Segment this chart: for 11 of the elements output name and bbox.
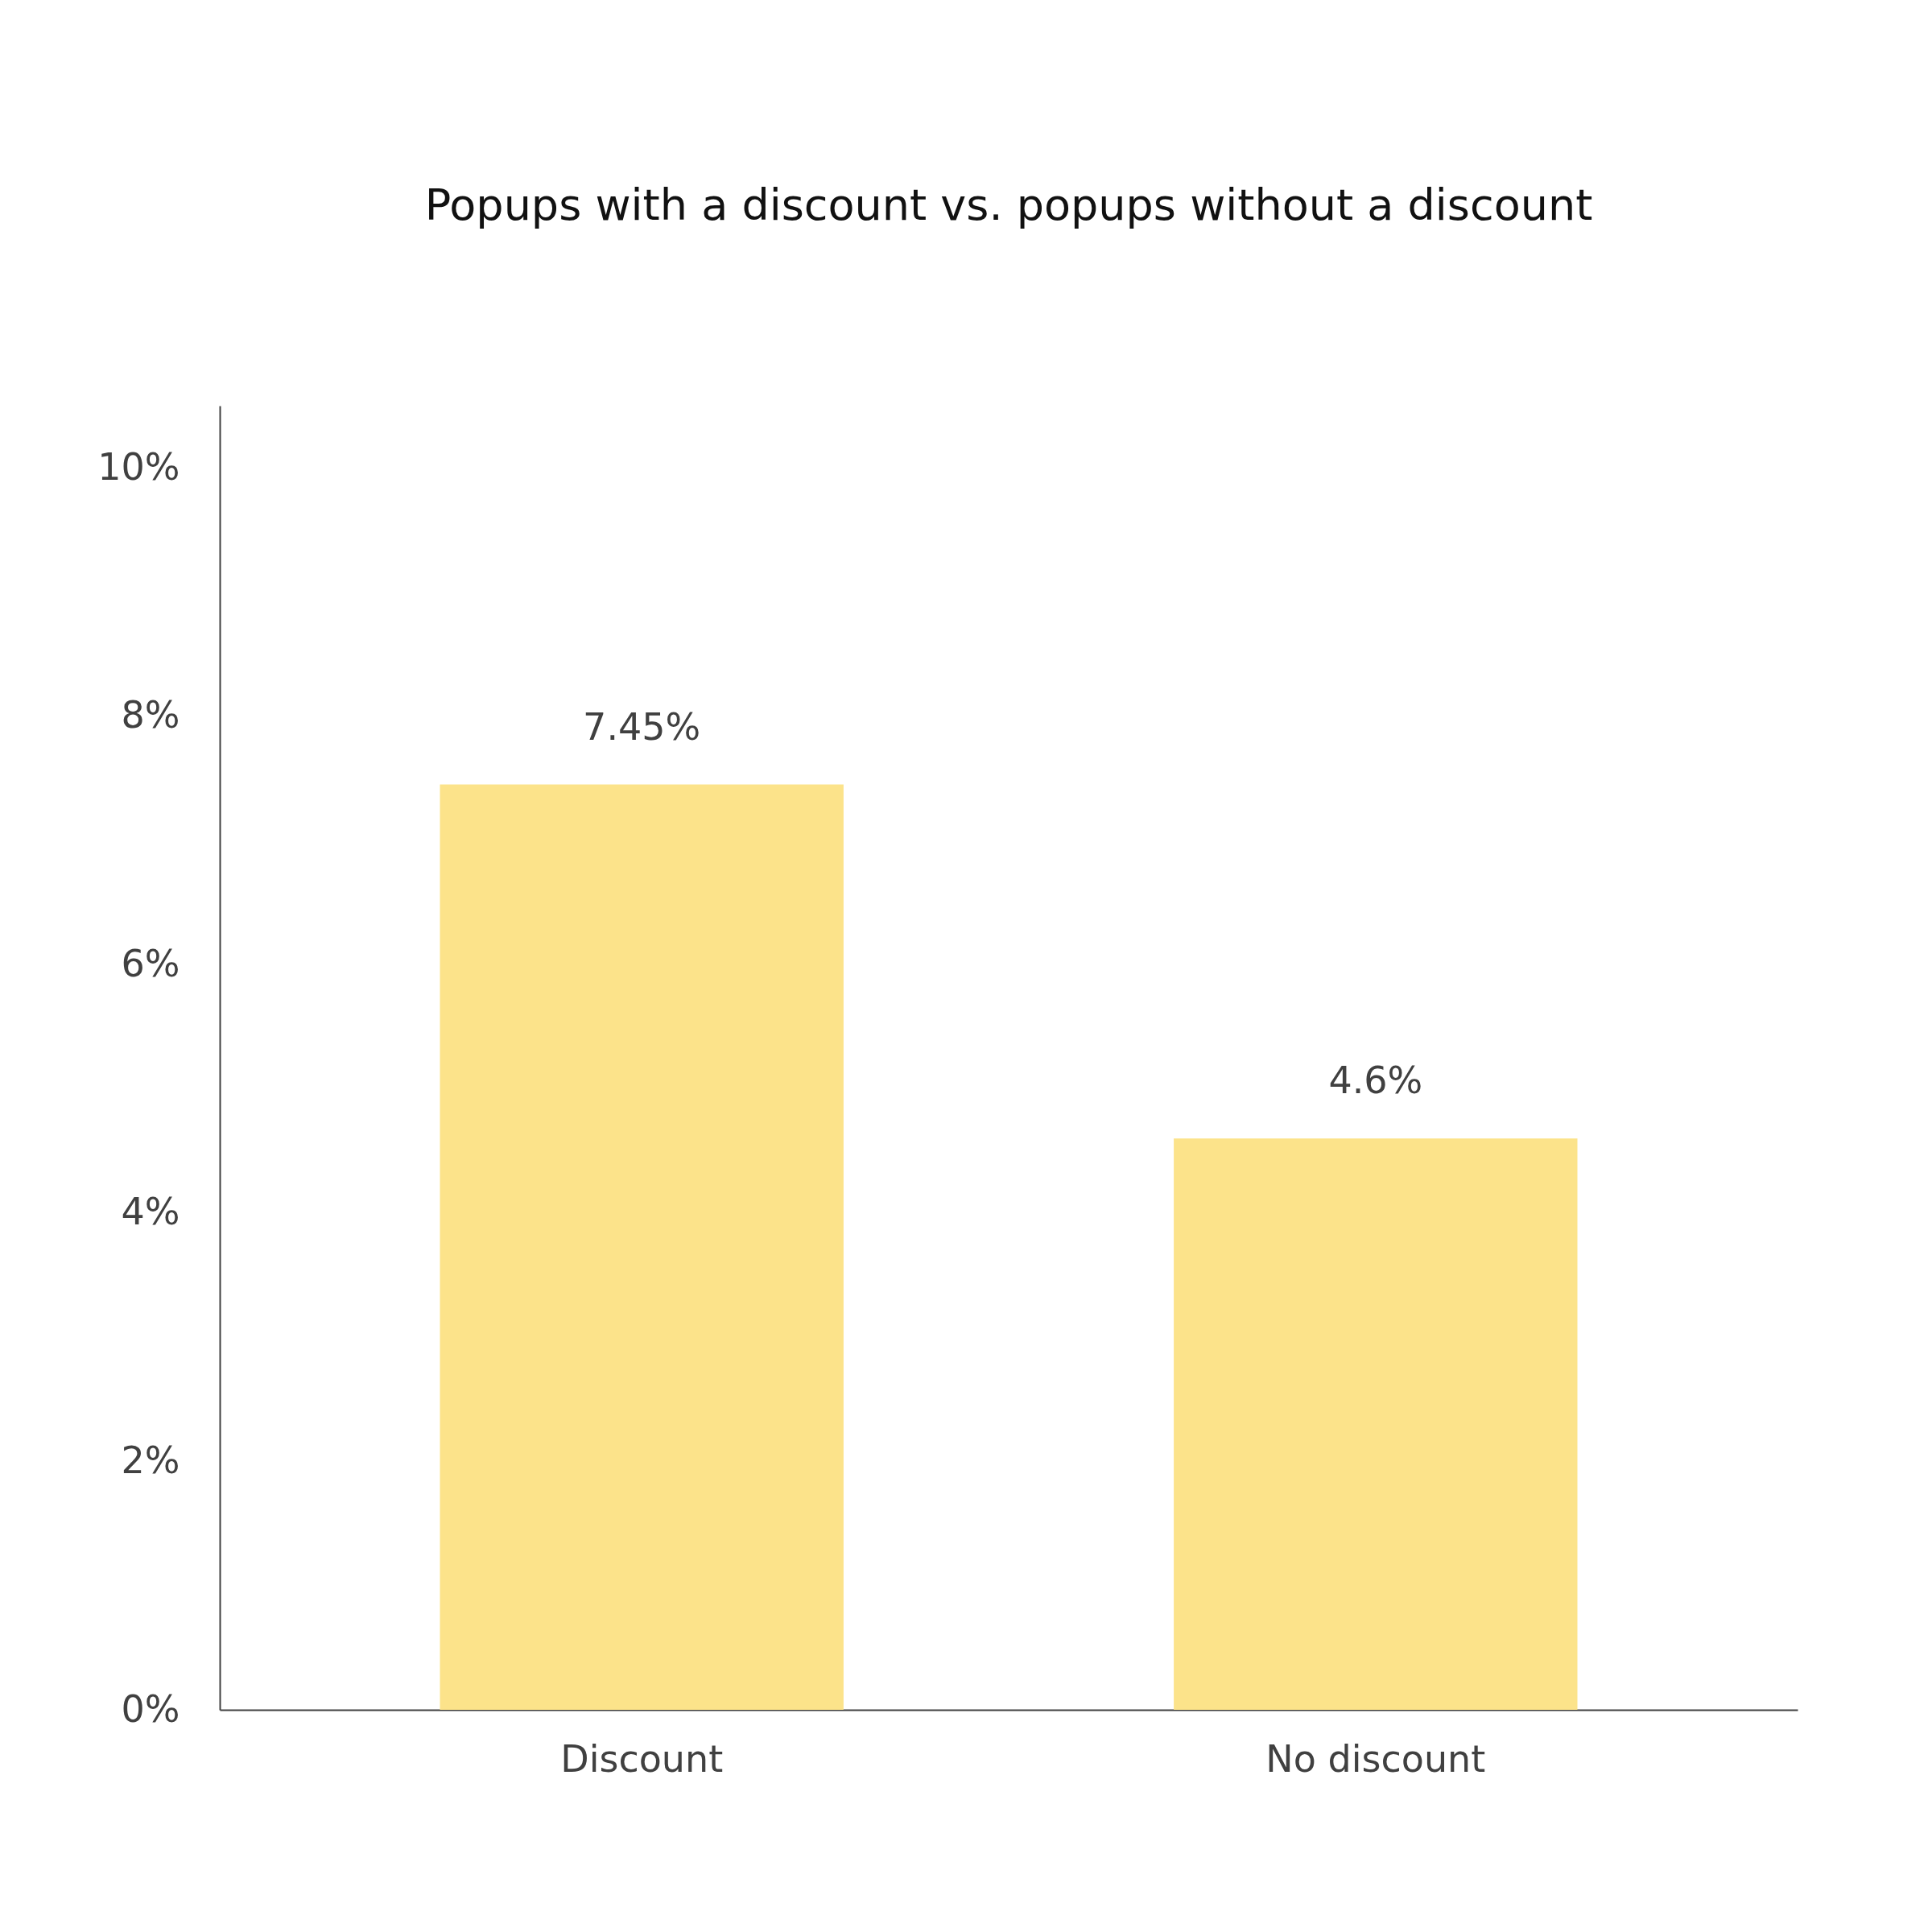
y-tick-label: 0% <box>121 1686 180 1731</box>
chart-title: Popups with a discount vs. popups without a discount <box>424 180 1593 230</box>
data-label: 4.6% <box>1328 1059 1423 1103</box>
y-tick-label: 6% <box>121 941 180 985</box>
x-tick-label: Discount <box>560 1736 724 1781</box>
y-tick-label: 4% <box>121 1190 180 1234</box>
y-tick-label: 10% <box>97 444 180 489</box>
data-label: 7.45% <box>583 704 701 749</box>
y-tick-label: 8% <box>121 693 180 737</box>
x-tick-label: No discount <box>1265 1736 1486 1781</box>
y-tick-label: 2% <box>121 1438 180 1482</box>
